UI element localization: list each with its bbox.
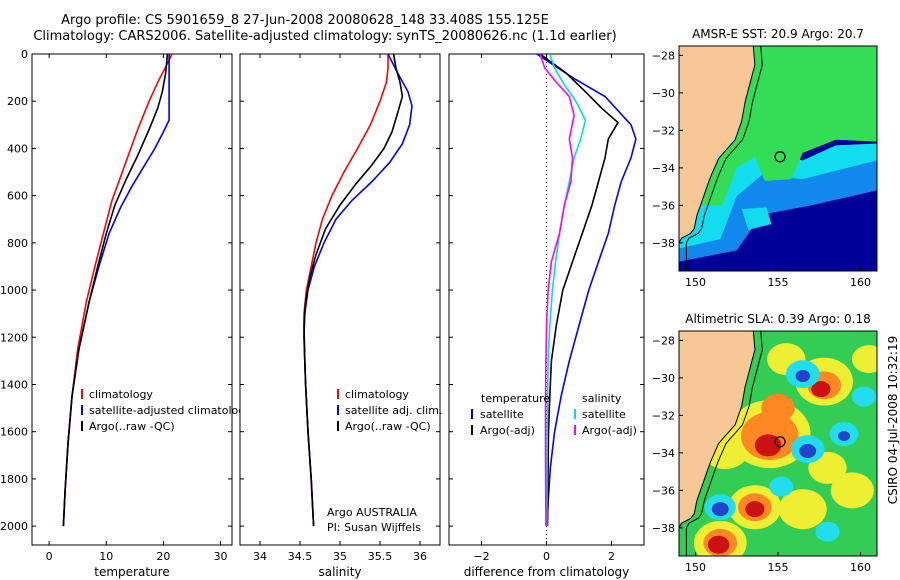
sst-map-y-tick-label: −28	[652, 49, 675, 62]
sla-map-title: Altimetric SLA: 0.39 Argo: 0.18	[685, 312, 870, 326]
sla-map-y-tick-label: −30	[652, 372, 675, 385]
sla-high-core	[707, 535, 730, 554]
difference-x-axis-label: difference from climatology	[464, 565, 630, 579]
chart-salinity: 34 34.5 35 35.5 36 salinity climatology satelli…	[239, 53, 442, 579]
sla-map-y-tick-label: −38	[652, 522, 675, 535]
sla-map-y-tick-label: −28	[652, 334, 675, 347]
difference-series-temperature-argo-adj-	[539, 54, 620, 527]
institution-annotation: Argo AUSTRALIA	[327, 506, 417, 519]
pi-annotation: PI: Susan Wijffels	[327, 521, 421, 534]
salinity-series-argo-raw-qc-	[303, 54, 404, 527]
depth-tick-label: 1800	[0, 473, 28, 486]
sla-map-y-tick-label: −32	[652, 409, 675, 422]
sla-low	[851, 386, 876, 407]
temperature-axes-frame	[31, 53, 233, 546]
sst-map-x-tick-label: 160	[850, 276, 871, 289]
sla-map-argo-marker	[774, 436, 786, 448]
depth-tick-label: 800	[7, 237, 28, 250]
difference-x-tick-label: −2	[473, 550, 489, 563]
sla-high-halo	[851, 345, 877, 374]
sla-high	[761, 393, 795, 422]
sst-cool-patch	[787, 190, 811, 206]
sla-map-y-tick-label: −36	[652, 484, 675, 497]
salinity-x-tick-label: 34.5	[288, 550, 313, 563]
sst-map-y-tick-label: −38	[652, 237, 675, 250]
sla-high-core	[811, 381, 831, 398]
salinity-x-tick-label: 35	[333, 550, 347, 563]
sla-high-halo	[778, 489, 827, 530]
sla-low	[815, 521, 840, 542]
sla-low-core	[711, 502, 729, 517]
temperature-legend-entry: climatology	[89, 388, 153, 401]
temperature-legend-entry: Argo(..raw -QC)	[89, 420, 175, 433]
figure-title-line2: Climatology: CARS2006. Satellite-adjuste…	[33, 29, 617, 44]
difference-series-salinity-argo-adj-	[539, 54, 575, 527]
salinity-legend-entry: satellite adj. clim.	[345, 404, 442, 417]
sst-map-y-tick-label: −34	[652, 162, 675, 175]
temperature-x-tick-label: 30	[214, 550, 228, 563]
sla-map-x-tick-label: 150	[685, 561, 706, 574]
temperature-legend-entry: satellite-adjusted climatology	[89, 404, 252, 417]
difference-legend-entry: satellite	[582, 408, 626, 421]
map-sla-map: 150 155 160 −28 −30 −32 −34 −36 −38 Altimetric SL…	[652, 312, 878, 574]
depth-tick-label: 600	[7, 190, 28, 203]
difference-legend-entry: satellite	[480, 408, 524, 421]
sst-map-argo-marker	[774, 151, 786, 163]
difference-legend-entry: Argo(-adj)	[480, 424, 535, 437]
sst-map-x-tick-label: 155	[768, 276, 789, 289]
difference-series-temperature-satellite	[536, 54, 637, 527]
sla-map-x-tick-label: 155	[768, 561, 789, 574]
depth-tick-label: 1200	[0, 331, 28, 344]
temperature-x-tick-label: 10	[99, 550, 113, 563]
sst-map-title: AMSR-E SST: 20.9 Argo: 20.7	[692, 27, 864, 41]
salinity-x-tick-label: 35.5	[368, 550, 393, 563]
sla-map-land	[679, 331, 756, 556]
sla-map-y-tick-label: −34	[652, 447, 675, 460]
difference-legend-heading-salinity: salinity	[582, 392, 622, 405]
salinity-x-axis-label: salinity	[318, 565, 361, 579]
temperature-x-axis-label: temperature	[94, 565, 169, 579]
temperature-series-argo-raw-qc-	[62, 54, 169, 527]
sla-low-core	[838, 431, 850, 441]
chart-difference: −2 0 2 difference from climatology temperatu…	[448, 53, 645, 579]
figure-title-line1: Argo profile: CS 5901659_8 27-Jun-2008 2…	[61, 13, 549, 28]
sla-high-core	[754, 434, 782, 457]
depth-tick-label: 1000	[0, 284, 28, 297]
sla-low-core	[799, 444, 817, 458]
chart-temperature: 0 10 20 30 0 200 400 600 800 1000 1200 1400 1600 1800…	[0, 48, 252, 579]
difference-legend-heading-temperature: temperature	[481, 392, 550, 405]
sst-mid-eddy	[741, 207, 772, 230]
sla-map-shelf-contour	[685, 331, 763, 556]
temperature-x-tick-label: 20	[156, 550, 170, 563]
map-sst-map: 150 155 160 −28 −30 −32 −34 −36 −38 AMSR-E SST: 2…	[652, 27, 878, 289]
sst-map-y-tick-label: −32	[652, 124, 675, 137]
sla-high-halo	[830, 472, 874, 509]
salinity-legend-entry: climatology	[345, 388, 409, 401]
sst-map-y-tick-label: −36	[652, 199, 675, 212]
difference-x-tick-label: 0	[543, 550, 550, 563]
salinity-axes-frame	[239, 53, 441, 546]
depth-tick-label: 1400	[0, 378, 28, 391]
depth-tick-label: 400	[7, 142, 28, 155]
salinity-x-tick-label: 36	[413, 550, 427, 563]
depth-tick-label: 0	[21, 48, 28, 61]
sst-map-x-tick-label: 150	[685, 276, 706, 289]
depth-tick-label: 1600	[0, 426, 28, 439]
salinity-legend-entry: Argo(..raw -QC)	[345, 420, 431, 433]
depth-tick-label: 2000	[0, 520, 28, 533]
difference-legend-entry: Argo(-adj)	[582, 424, 637, 437]
sla-low	[769, 476, 794, 497]
temperature-x-tick-label: 0	[46, 550, 53, 563]
depth-tick-label: 200	[7, 95, 28, 108]
salinity-x-tick-label: 34	[253, 550, 267, 563]
difference-x-tick-label: 2	[608, 550, 615, 563]
sla-low-core	[795, 370, 810, 382]
sst-map-land	[679, 46, 756, 271]
sla-map-x-tick-label: 160	[850, 561, 871, 574]
sst-map-y-tick-label: −30	[652, 87, 675, 100]
sst-map-shelf-contour	[685, 46, 763, 271]
sla-high-core	[745, 501, 765, 518]
